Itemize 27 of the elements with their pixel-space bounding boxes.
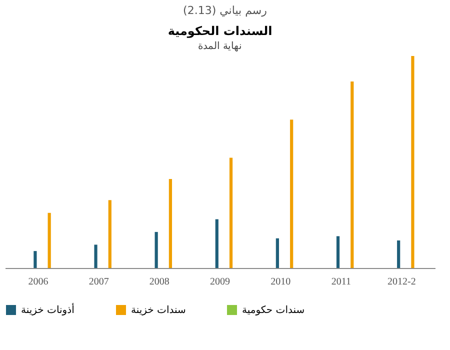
legend-label: سندات حكومية xyxy=(242,305,305,316)
x-tick-label: 2011 xyxy=(331,276,351,288)
legend-label: أذونات خزينة xyxy=(21,303,75,316)
bar xyxy=(48,212,51,268)
x-tick-label: 2008 xyxy=(149,276,170,288)
bar xyxy=(154,232,158,268)
bar xyxy=(34,251,37,268)
bar xyxy=(229,158,233,268)
x-tick-label: 2009 xyxy=(210,276,230,288)
bar xyxy=(94,244,98,268)
bar xyxy=(397,240,400,268)
bar xyxy=(411,56,414,268)
x-tick-label: 2007 xyxy=(88,276,109,288)
bar xyxy=(168,178,172,268)
chart-subtitle: نهاية المدة xyxy=(198,41,242,52)
bar xyxy=(350,81,354,268)
x-tick-label: 2012-2 xyxy=(388,276,416,288)
chart-title: السندات الحكومية xyxy=(168,24,272,38)
x-tick-label: 2006 xyxy=(28,276,48,288)
bar xyxy=(336,236,340,268)
bar xyxy=(108,200,112,268)
bar xyxy=(276,238,280,268)
legend-label: سندات خزينة xyxy=(131,305,186,316)
bar xyxy=(215,219,218,268)
x-tick-label: 2010 xyxy=(270,276,291,288)
text: رسم بياني (2.13) xyxy=(183,4,267,17)
bar xyxy=(290,120,294,268)
